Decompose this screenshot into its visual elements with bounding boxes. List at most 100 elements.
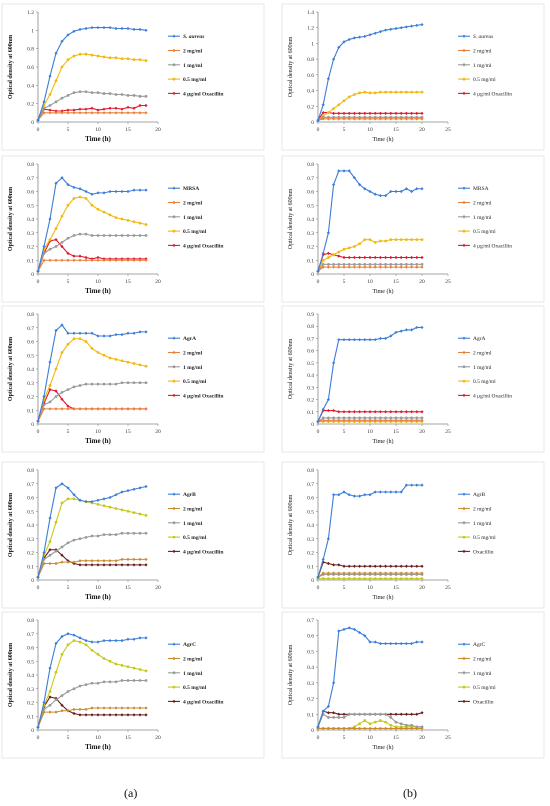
data-point xyxy=(389,723,393,727)
data-point xyxy=(84,683,88,687)
data-point xyxy=(389,418,393,422)
x-tick-label: 15 xyxy=(125,585,131,591)
data-point xyxy=(42,561,46,566)
data-point xyxy=(42,258,46,262)
data-point xyxy=(410,262,413,266)
chart-b-3: 0 0.1 0.2 0.3 0.4 0.5 0.6 0.7 0.8 0 5 10 15 20 25 Time … xyxy=(281,461,545,609)
data-point xyxy=(66,497,70,501)
data-point xyxy=(404,483,408,487)
data-point xyxy=(342,577,346,581)
series-line xyxy=(37,27,147,121)
data-point xyxy=(48,666,52,670)
data-point xyxy=(378,255,382,260)
data-point xyxy=(378,194,382,198)
legend-marker xyxy=(462,685,466,689)
data-point xyxy=(42,111,46,115)
data-point xyxy=(363,416,367,420)
data-point xyxy=(342,716,346,719)
legend-marker xyxy=(462,200,466,205)
data-point xyxy=(90,346,94,350)
data-point xyxy=(78,684,82,688)
data-point xyxy=(379,577,382,581)
data-point xyxy=(84,559,88,563)
legend-label: 0.5 mg/ml xyxy=(473,77,496,83)
data-point xyxy=(342,111,346,115)
data-point xyxy=(120,333,124,337)
x-tick-label: 25 xyxy=(445,735,451,741)
data-point xyxy=(90,706,94,710)
data-point xyxy=(389,111,393,115)
data-point xyxy=(78,498,82,502)
data-point xyxy=(384,410,388,414)
data-point xyxy=(404,255,408,260)
data-point xyxy=(96,334,100,338)
x-tick-label: 5 xyxy=(67,279,70,285)
data-point xyxy=(347,246,351,250)
data-point xyxy=(399,262,403,266)
x-tick-label: 15 xyxy=(393,429,399,435)
data-point xyxy=(321,407,325,411)
data-point xyxy=(144,111,148,115)
data-point xyxy=(132,234,136,237)
data-point xyxy=(144,223,148,226)
y-tick-label: 0 xyxy=(31,728,34,734)
chart-frame xyxy=(281,461,545,609)
data-point xyxy=(352,117,356,121)
y-tick-label: 0.7 xyxy=(27,482,34,488)
data-point xyxy=(384,490,388,494)
data-point xyxy=(66,709,70,713)
data-point xyxy=(399,265,403,269)
data-point xyxy=(72,331,76,335)
legend-label: AgrC xyxy=(473,642,486,648)
data-point xyxy=(54,245,58,248)
data-point xyxy=(378,571,382,575)
data-point xyxy=(144,679,148,682)
data-point xyxy=(84,407,88,411)
data-point xyxy=(420,117,424,121)
data-point xyxy=(114,56,118,60)
data-point xyxy=(132,511,136,515)
data-point xyxy=(353,416,356,420)
data-point xyxy=(90,640,94,644)
data-point xyxy=(114,357,118,361)
data-point xyxy=(384,255,388,260)
data-point xyxy=(60,397,64,401)
data-point xyxy=(102,657,106,660)
data-point xyxy=(321,726,325,731)
data-point xyxy=(399,418,403,422)
y-tick-label: 0 xyxy=(31,120,34,126)
y-axis-label: Optical density at 600nm xyxy=(8,337,14,401)
data-point xyxy=(332,416,335,420)
data-point xyxy=(54,367,58,371)
legend-label: AgrB xyxy=(473,492,486,498)
data-point xyxy=(410,189,414,194)
data-point xyxy=(384,571,388,575)
data-point xyxy=(132,381,136,385)
data-point xyxy=(420,564,424,568)
data-point xyxy=(114,106,118,110)
data-point xyxy=(66,94,70,97)
x-tick-label: 10 xyxy=(367,127,373,133)
data-point xyxy=(415,410,419,414)
data-point xyxy=(54,670,58,674)
data-point xyxy=(84,535,88,539)
data-point xyxy=(358,338,362,342)
x-tick-label: 25 xyxy=(445,585,451,591)
y-tick-label: 0.2 xyxy=(307,398,314,404)
data-point xyxy=(54,486,58,490)
chart-b-1: 0 0.1 0.2 0.3 0.4 0.5 0.6 0.7 0.8 0 5 10 15 20 25 Time … xyxy=(281,155,545,303)
y-tick-label: 0.4 xyxy=(307,665,314,671)
data-point xyxy=(96,502,100,506)
data-point xyxy=(420,418,424,422)
legend-marker xyxy=(462,521,466,525)
data-point xyxy=(90,53,94,57)
data-point xyxy=(126,531,130,535)
legend-marker xyxy=(462,549,466,553)
data-point xyxy=(373,117,377,121)
data-point xyxy=(144,713,148,717)
y-tick-label: 0.2 xyxy=(27,551,34,557)
y-tick-label: 0.4 xyxy=(27,217,34,223)
data-point xyxy=(60,258,64,262)
data-point xyxy=(332,681,336,685)
series-line xyxy=(317,24,423,121)
